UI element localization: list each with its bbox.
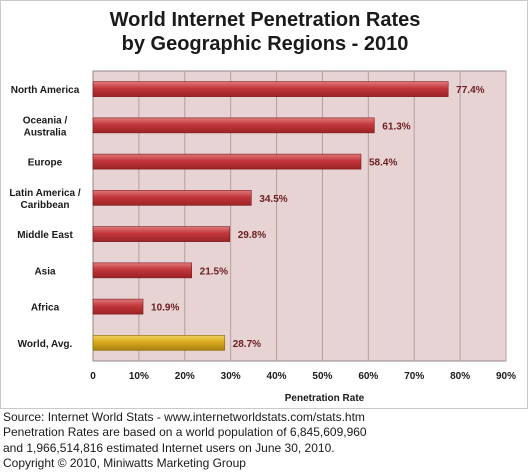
category-label: Europe xyxy=(28,158,63,169)
x-tick-label: 50% xyxy=(312,371,332,382)
category-label: Africa xyxy=(31,303,60,314)
category-label: Asia xyxy=(34,266,56,277)
bar xyxy=(92,117,375,134)
chart-title-line-1: World Internet Penetration Rates xyxy=(109,9,421,31)
category-label: Oceania / Australia xyxy=(23,115,68,138)
x-tick-label: 60% xyxy=(358,371,378,382)
chart-title: World Internet Penetration Rates by Geog… xyxy=(0,8,530,56)
bar xyxy=(92,298,144,315)
x-tick-label: 80% xyxy=(450,371,470,382)
value-label: 28.7% xyxy=(233,339,261,350)
bar-chart: 0 10% 20% 30% 40% 50% 60% 70% 80% 90% Penetration … xyxy=(9,70,516,404)
value-label: 58.4% xyxy=(369,158,397,169)
bar xyxy=(92,262,192,279)
value-label: 29.8% xyxy=(238,230,266,241)
bar xyxy=(92,153,362,170)
population-note-line: Penetration Rates are based on a world p… xyxy=(3,425,367,440)
value-label: 77.4% xyxy=(456,85,484,96)
x-tick-label: 0 xyxy=(90,371,96,382)
labels: 0 10% 20% 30% 40% 50% 60% 70% 80% 90% Penetration … xyxy=(9,85,516,404)
bar xyxy=(92,226,231,242)
x-tick-label: 70% xyxy=(404,371,424,382)
value-label: 34.5% xyxy=(259,194,287,205)
category-label: North America xyxy=(11,85,80,96)
bar-world-average xyxy=(92,335,226,351)
copyright-line: Copyright © 2010, Miniwatts Marketing Gr… xyxy=(3,456,246,471)
chart-title-line-2: by Geographic Regions - 2010 xyxy=(121,33,409,55)
value-label: 21.5% xyxy=(200,266,228,277)
x-tick-label: 30% xyxy=(221,371,241,382)
source-line: Source: Internet World Stats - www.inter… xyxy=(3,410,365,424)
x-tick-label: 40% xyxy=(267,371,287,382)
category-label: Middle East xyxy=(17,230,73,241)
x-tick-label: 10% xyxy=(129,371,149,382)
bars xyxy=(92,81,449,351)
x-axis-title: Penetration Rate xyxy=(285,393,365,404)
users-note-line: and 1,966,514,816 estimated Internet use… xyxy=(3,440,335,455)
bar xyxy=(92,81,449,97)
value-label: 61.3% xyxy=(382,121,410,132)
value-label: 10.9% xyxy=(151,303,179,314)
bar xyxy=(92,190,252,206)
category-label: Latin America / Caribbean xyxy=(9,188,81,211)
category-label: World, Avg. xyxy=(18,339,73,350)
source-notes: Source: Internet World Stats - www.inter… xyxy=(3,410,367,472)
x-tick-label: 20% xyxy=(175,371,195,382)
x-tick-label: 90% xyxy=(496,371,516,382)
plot-area xyxy=(92,70,507,362)
